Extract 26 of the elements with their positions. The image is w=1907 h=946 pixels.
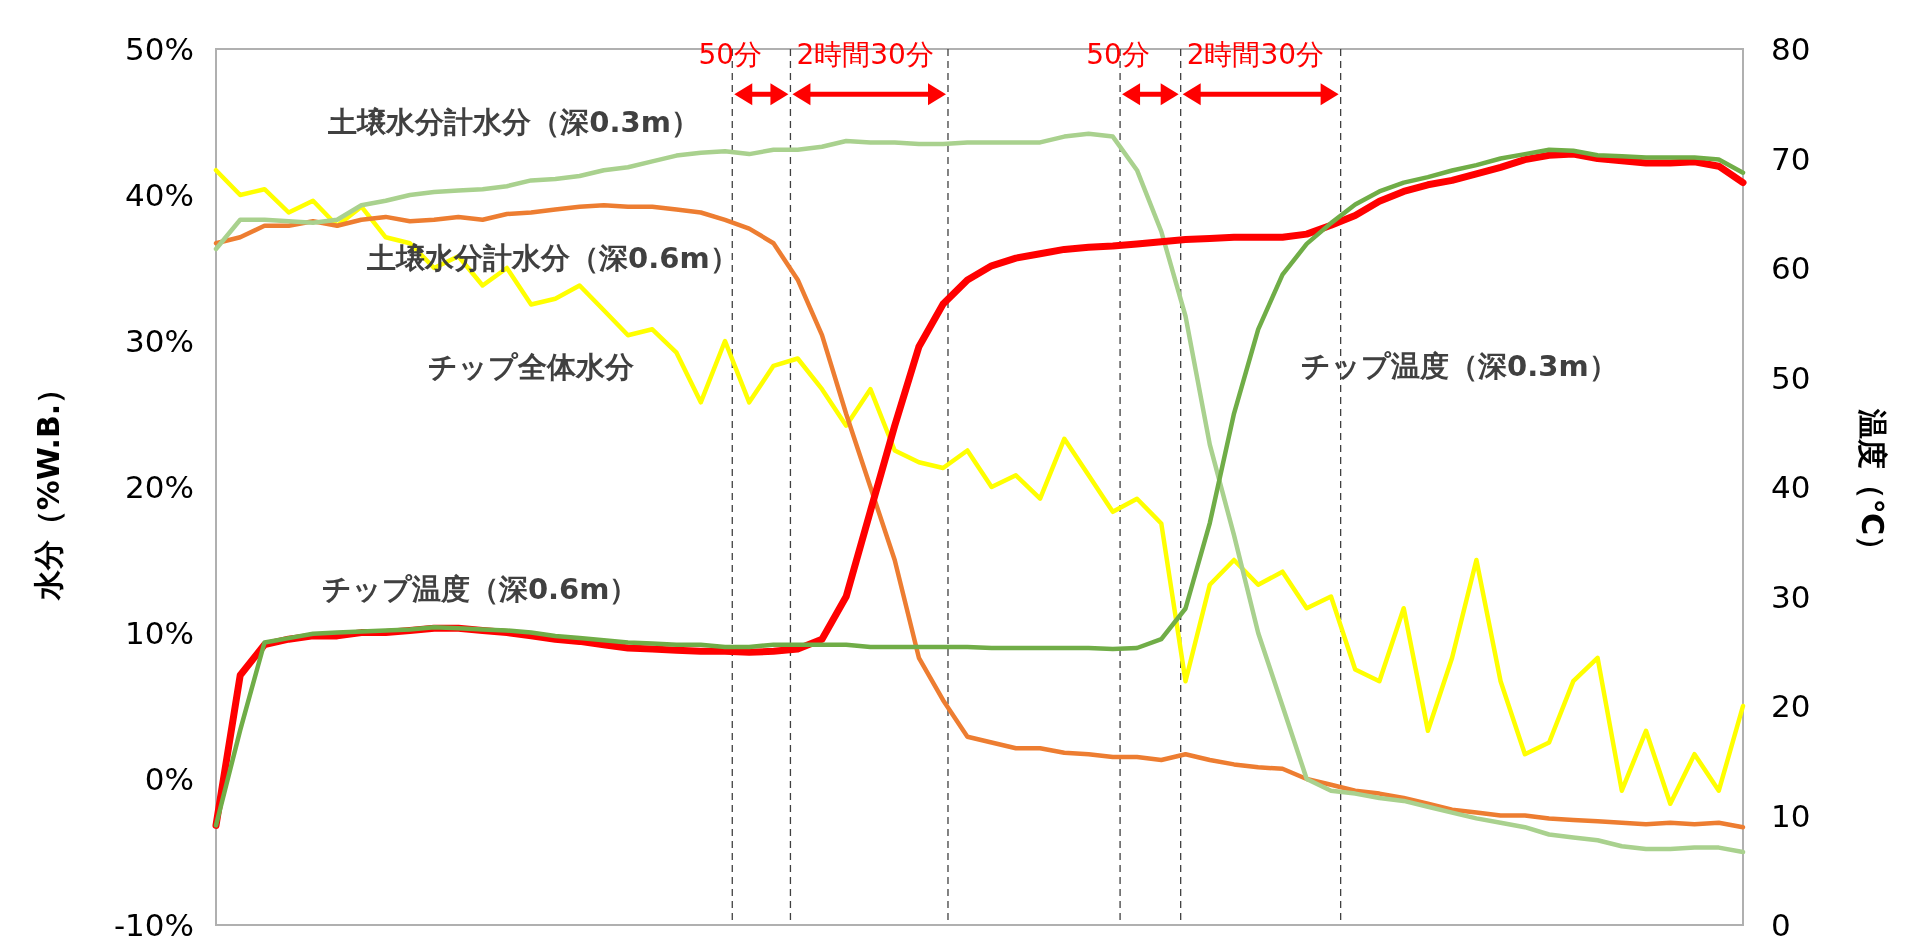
y2-tick-label: 60: [1771, 250, 1811, 286]
annotation: 2時間30分: [796, 37, 934, 71]
y-tick-label: -10%: [113, 907, 194, 943]
y2-tick-label: 40: [1771, 469, 1811, 505]
annotation: 2時間30分: [1186, 37, 1325, 71]
y2-tick-label: 80: [1771, 31, 1811, 67]
y2-tick-label: 70: [1771, 140, 1811, 177]
y-tick-label: 20%: [125, 469, 194, 505]
y2-tick-label: 0: [1771, 907, 1791, 943]
y2-tick-label: 30: [1771, 578, 1811, 615]
series-label: チップ温度（深0.6m）: [321, 572, 639, 607]
y-tick-label: 0%: [144, 761, 194, 797]
annotation: 50分: [1086, 37, 1150, 71]
y-tick-label: 30%: [125, 323, 194, 359]
y2-axis-title: 温度（℃）: [1854, 407, 1890, 566]
y-tick-label: 50%: [125, 31, 194, 67]
series-label: チップ全体水分: [428, 350, 636, 385]
y2-tick-label: 20: [1771, 688, 1811, 724]
annotation: 50分: [698, 37, 763, 71]
y2-tick-label: 50: [1771, 359, 1811, 396]
series-label: チップ温度（深0.3m）: [1301, 348, 1618, 383]
y-axis-title: 水分（%W.B.）: [30, 373, 66, 602]
y2-tick-label: 10: [1771, 797, 1811, 834]
y-tick-label: 40%: [125, 177, 194, 213]
y-tick-label: 10%: [125, 615, 194, 651]
series-label: 土壌水分計水分（深0.3m）: [327, 105, 700, 139]
